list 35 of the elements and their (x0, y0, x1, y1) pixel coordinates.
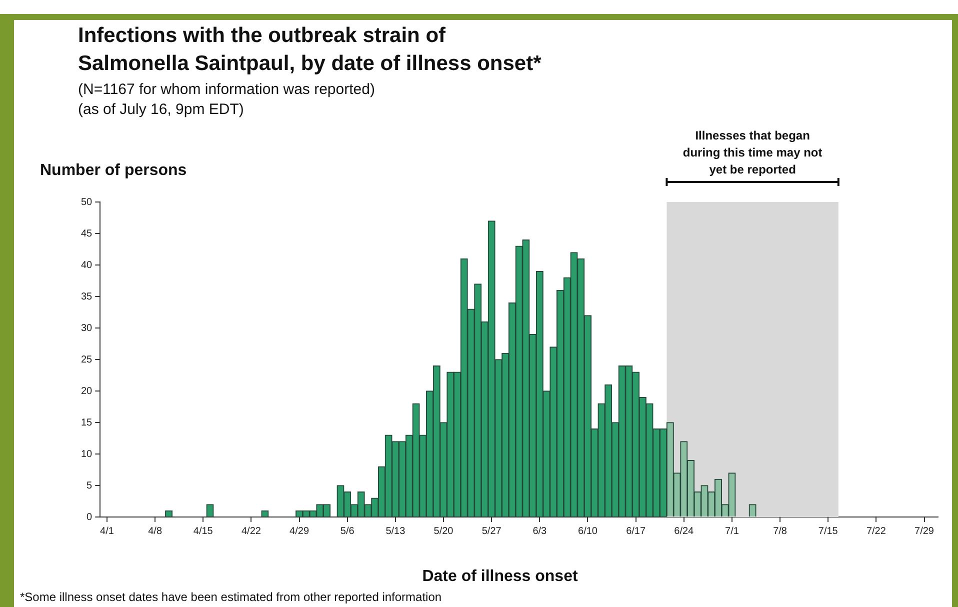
x-tick-label: 4/22 (241, 526, 262, 537)
x-axis-title: Date of illness onset (421, 568, 579, 586)
x-tick-label: 5/6 (340, 526, 355, 537)
chart-title: Infections with the outbreak strain of Salmonella Saintpaul, by date of illness onset* (78, 23, 542, 77)
x-tick-label: 5/20 (434, 526, 454, 537)
x-tick-label: 6/3 (532, 526, 548, 537)
band-label: Illnesses that began during this time may not yet be reported (682, 128, 822, 176)
y-tick-label: 45 (81, 228, 93, 240)
x-tick-label: 4/1 (100, 526, 114, 537)
x-tick-label: 7/8 (773, 526, 788, 537)
y-tick-label: 40 (81, 260, 93, 271)
x-tick-label: 7/29 (914, 526, 934, 537)
y-tick-label: 10 (81, 448, 93, 460)
x-tick-label: 5/27 (482, 526, 502, 537)
y-tick-label: 30 (81, 322, 93, 334)
x-tick-label: 6/24 (674, 526, 694, 537)
x-tick-label: 5/13 (386, 526, 406, 537)
y-tick-label: 25 (81, 354, 93, 366)
chart-subtitle: (N=1167 for whom information was reported) (as of July 16, 9pm EDT) (78, 80, 375, 120)
y-tick-label: 15 (81, 417, 93, 428)
x-tick-label: 7/15 (818, 526, 838, 537)
x-tick-label: 4/8 (148, 526, 162, 537)
x-tick-label: 4/29 (290, 526, 310, 537)
y-tick-label: 35 (81, 291, 93, 302)
x-tick-label: 6/10 (578, 526, 598, 537)
y-tick-label: 5 (86, 480, 93, 492)
text: *Some illness onset dates have been estimated from other reported information (20, 590, 442, 604)
x-tick-label: 7/1 (725, 526, 740, 537)
y-axis-title: Number of persons (40, 162, 187, 180)
y-tick-label: 0 (86, 512, 93, 523)
x-tick-label: 4/15 (193, 526, 214, 537)
x-tick-label: 6/17 (626, 526, 646, 537)
y-tick-label: 50 (81, 196, 93, 208)
y-tick-label: 20 (81, 386, 93, 397)
x-tick-label: 7/22 (866, 526, 886, 537)
